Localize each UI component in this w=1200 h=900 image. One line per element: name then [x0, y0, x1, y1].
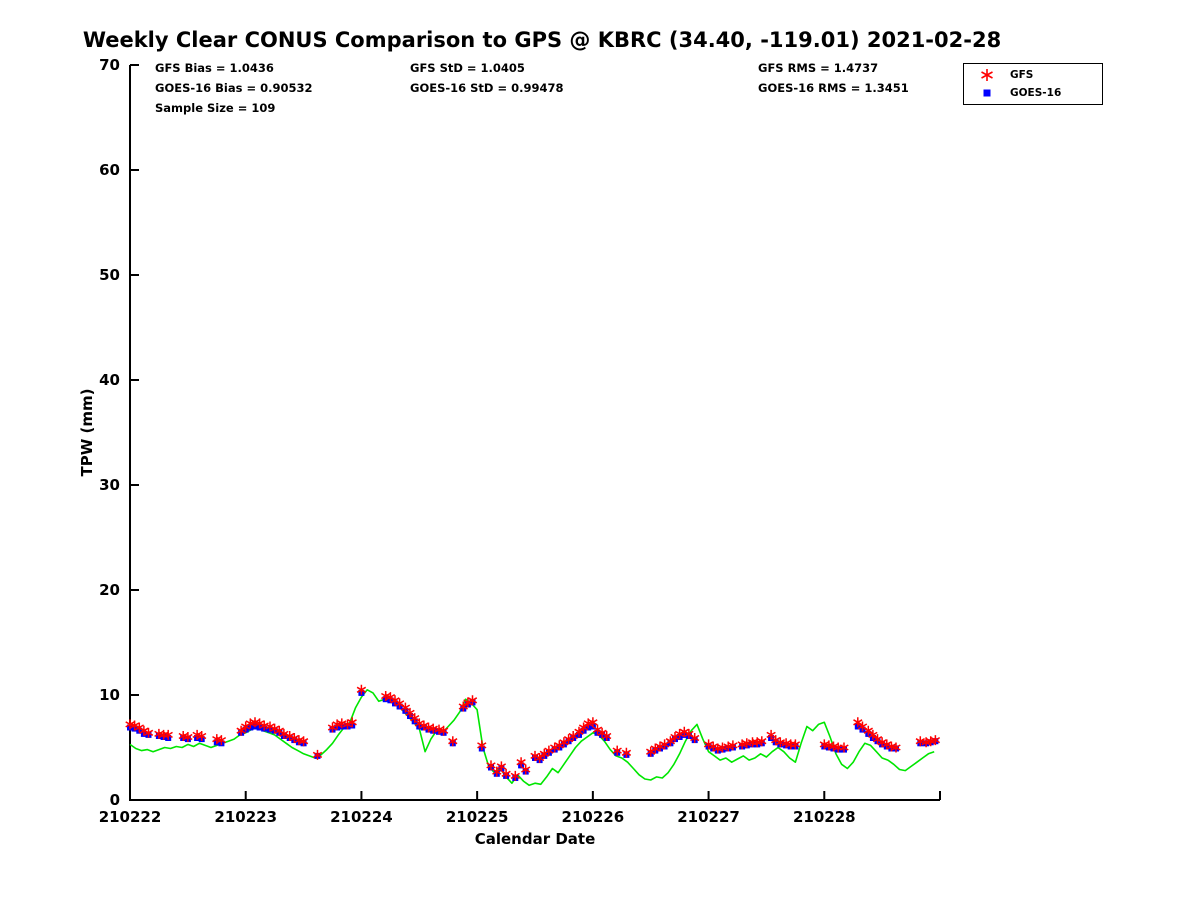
gfs-scatter-series [125, 684, 941, 781]
stat-sample-size: Sample Size = 109 [155, 101, 276, 115]
stats-column-left: GFS Bias = 1.0436 GOES-16 Bias = 0.90532… [155, 58, 312, 118]
svg-text:210224: 210224 [330, 808, 393, 826]
svg-text:210222: 210222 [99, 808, 162, 826]
svg-text:210223: 210223 [214, 808, 277, 826]
svg-text:0: 0 [110, 791, 120, 809]
stat-goes-rms: GOES-16 RMS = 1.3451 [758, 81, 909, 95]
svg-text:50: 50 [99, 266, 120, 284]
axes [129, 65, 940, 801]
svg-text:40: 40 [99, 371, 120, 389]
svg-text:20: 20 [99, 581, 120, 599]
svg-text:210227: 210227 [677, 808, 740, 826]
goes16-square-marker-icon [964, 86, 1010, 100]
gfs-asterisk-marker-icon [964, 68, 1010, 82]
y-axis-ticks: 0 10 20 30 40 50 60 70 [99, 56, 139, 809]
svg-text:10: 10 [99, 686, 120, 704]
gps-line-series [129, 688, 935, 787]
stat-goes-std: GOES-16 StD = 0.99478 [410, 81, 564, 95]
svg-text:60: 60 [99, 161, 120, 179]
svg-text:30: 30 [99, 476, 120, 494]
svg-text:70: 70 [99, 56, 120, 74]
svg-text:210225: 210225 [446, 808, 509, 826]
stat-gfs-bias: GFS Bias = 1.0436 [155, 61, 274, 75]
legend-item-gfs: GFS [964, 66, 1102, 84]
stats-column-right: GFS RMS = 1.4737 GOES-16 RMS = 1.3451 [758, 58, 909, 98]
legend-label-goes16: GOES-16 [1010, 87, 1062, 99]
x-axis-ticks: 210222 210223 210224 210225 210226 210227 2102… [99, 791, 941, 826]
goes-16-scatter-series [127, 689, 939, 781]
stat-gfs-rms: GFS RMS = 1.4737 [758, 61, 879, 75]
chart-title: Weekly Clear CONUS Comparison to GPS @ K… [82, 28, 1002, 52]
axis-labels: Calendar Date TPW (mm) [78, 389, 595, 848]
x-axis-label: Calendar Date [475, 830, 596, 848]
legend-item-goes16: GOES-16 [964, 84, 1102, 102]
svg-text:210226: 210226 [562, 808, 625, 826]
stat-gfs-std: GFS StD = 1.0405 [410, 61, 525, 75]
stats-column-middle: GFS StD = 1.0405 GOES-16 StD = 0.99478 [410, 58, 563, 98]
legend: GFS GOES-16 [963, 63, 1103, 105]
y-axis-label: TPW (mm) [78, 389, 96, 477]
legend-label-gfs: GFS [1010, 69, 1034, 81]
svg-text:210228: 210228 [793, 808, 856, 826]
stat-goes-bias: GOES-16 Bias = 0.90532 [155, 81, 313, 95]
